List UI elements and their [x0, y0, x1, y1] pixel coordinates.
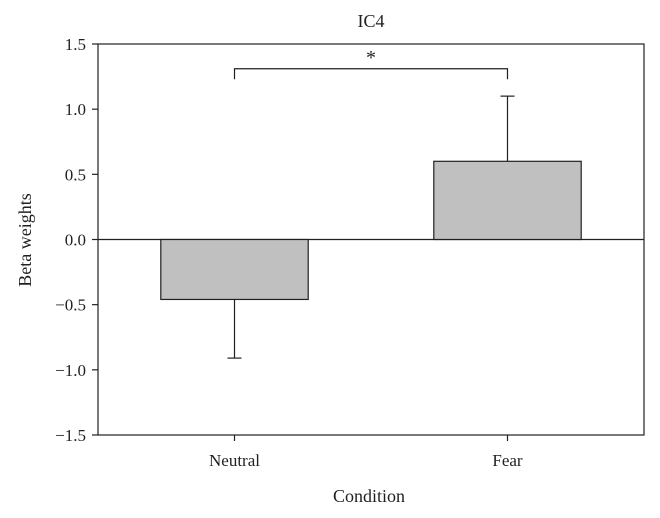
y-tick-label: 0.0: [65, 231, 86, 250]
y-axis-label: Beta weights: [15, 193, 35, 286]
x-axis-ticks: Neutral Fear: [209, 435, 523, 470]
y-tick-label: −0.5: [55, 296, 86, 315]
significance-marker: *: [366, 47, 376, 69]
bar-neutral: [160, 238, 309, 301]
y-tick-label: 1.0: [65, 100, 86, 119]
y-tick-label: −1.0: [55, 361, 86, 380]
x-axis-label: Condition: [333, 486, 405, 506]
x-tick-label: Neutral: [209, 451, 260, 470]
y-tick-label: 1.5: [65, 35, 86, 54]
significance-bracket-line: [233, 68, 509, 80]
y-axis-ticks: −1.5 −1.0 −0.5 0.0 0.5 1.0 1.5: [55, 35, 98, 445]
bars-group: [160, 160, 582, 301]
significance-bracket: *: [233, 47, 509, 80]
x-tick-label: Fear: [492, 451, 523, 470]
bar-fear: [433, 160, 582, 241]
chart-title: IC4: [358, 11, 385, 31]
y-tick-label: 0.5: [65, 165, 86, 184]
error-bars-group: [227, 95, 515, 359]
y-tick-label: −1.5: [55, 426, 86, 445]
